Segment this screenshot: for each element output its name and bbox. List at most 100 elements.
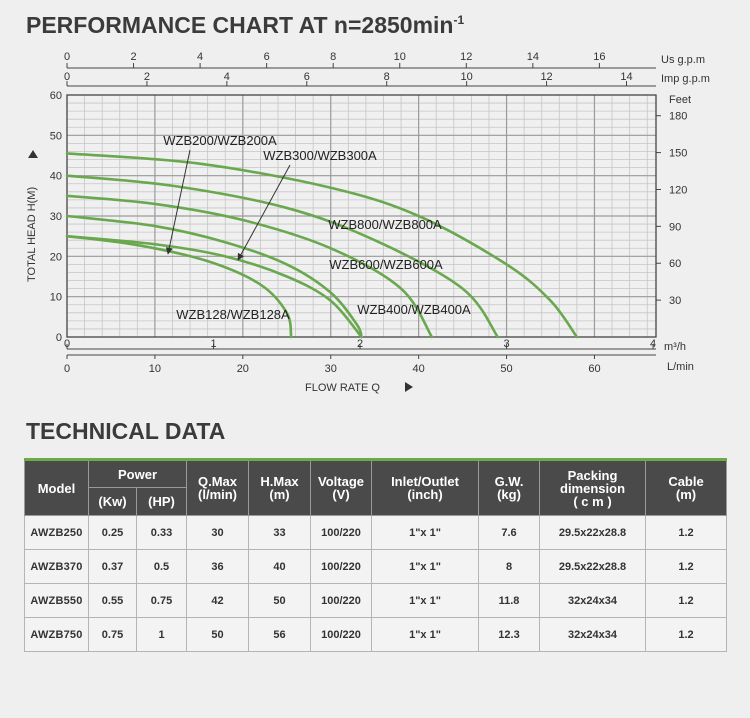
cell-qmax: 50 [186,617,250,652]
cell-packing: 29.5x22x28.8 [539,549,647,584]
cell-gw: 12.3 [478,617,541,652]
table-row: AWZB370 0.37 0.5 36 40 100/220 1"x 1" 8 29.5x22x… [24,549,728,584]
cell-qmax: 42 [186,583,250,618]
header-hp: (HP) [135,487,188,516]
cell-hp: 0.33 [135,515,188,550]
cell-hmax: 33 [248,515,312,550]
y-tick-label: 40 [50,171,62,183]
cell-gw: 8 [478,549,541,584]
cell-voltage: 100/220 [310,583,373,618]
m3h-tick-label: 3 [503,338,509,350]
technical-data-title: TECHNICAL DATA [26,418,226,444]
imp-gpm-tick-label: 14 [620,71,632,83]
y-axis-arrow-icon [28,150,38,158]
cell-model: AWZB370 [24,549,89,584]
cell-packing: 32x24x34 [539,617,647,652]
cell-qmax: 36 [186,549,250,584]
header-cable: Cable (m) [645,458,728,516]
header-gw: G.W. (kg) [478,458,541,516]
curve-label: WZB300/WZB300A [263,148,377,163]
feet-tick-label: 180 [669,111,687,123]
cell-hmax: 50 [248,583,312,618]
curve-wzb600-wzb600a [65,174,500,339]
cell-kw: 0.37 [88,549,137,584]
lmin-unit: L/min [667,361,694,373]
lmin-tick-label: 20 [237,363,249,375]
header-power: Power [87,458,188,488]
cell-cable: 1.2 [645,583,728,618]
us-gpm-tick-label: 12 [460,51,472,63]
chart-title-main: PERFORMANCE CHART AT n=2850min [26,12,454,38]
cell-packing: 32x24x34 [539,583,647,618]
us-gpm-tick-label: 4 [197,51,203,63]
y-axis-title: TOTAL HEAD H(M) [26,187,38,282]
curve-wzb800-wzb800a [65,152,579,339]
cell-cable: 1.2 [645,515,728,550]
us-gpm-tick-label: 14 [527,51,539,63]
cell-packing: 29.5x22x28.8 [539,515,647,550]
leader-arrow [165,149,191,255]
curve-label: WZB400/WZB400A [357,302,471,317]
y-tick-label: 0 [56,332,62,344]
header-packing: Packing dimension( c m ) [539,458,647,516]
cell-inlet: 1"x 1" [371,515,480,550]
curve-label: WZB600/WZB600A [329,257,443,272]
lmin-tick-label: 0 [64,363,70,375]
table-row: AWZB750 0.75 1 50 56 100/220 1"x 1" 12.3 32x24x3… [24,617,728,652]
lmin-tick-label: 10 [149,363,161,375]
m3h-tick-label: 2 [357,338,363,350]
curve-wzb200-wzb200a [65,214,363,339]
us-gpm-tick-label: 10 [394,51,406,63]
imp-gpm-tick-label: 4 [224,71,230,83]
cell-hp: 0.75 [135,583,188,618]
m3h-tick-label: 0 [64,338,70,350]
chart-title-superscript: -1 [453,13,465,27]
imp-gpm-tick-label: 12 [540,71,552,83]
curve-wzb400-wzb400a [65,194,434,339]
header-hmax: H.Max (m) [248,458,312,516]
cell-inlet: 1"x 1" [371,583,480,618]
feet-tick-label: 60 [669,258,681,270]
curve-label: WZB128/WZB128A [176,307,290,322]
us-gpm-tick-label: 16 [593,51,605,63]
imp-gpm-tick-label: 8 [384,71,390,83]
m3h-unit: m³/h [664,341,686,353]
cell-kw: 0.75 [88,617,137,652]
m3h-tick-label: 4 [650,338,656,350]
cell-voltage: 100/220 [310,515,373,550]
performance-chart: 0 2 4 6 8 10 12 14 16 Us g.p.m0 2 4 6 8 10 12 14 Imp g.p.… [26,51,710,394]
feet-tick-label: 150 [669,148,687,160]
cell-gw: 7.6 [478,515,541,550]
us-gpm-tick-label: 6 [264,51,270,63]
cell-kw: 0.25 [88,515,137,550]
cell-hmax: 40 [248,549,312,584]
feet-tick-label: 30 [669,295,681,307]
cell-inlet: 1"x 1" [371,549,480,584]
curve-label: WZB200/WZB200A [163,133,277,148]
us-gpm-tick-label: 8 [330,51,336,63]
lmin-tick-label: 40 [413,363,425,375]
y-tick-label: 10 [50,292,62,304]
cell-gw: 11.8 [478,583,541,618]
table-row: AWZB250 0.25 0.33 30 33 100/220 1"x 1" 7.6 29.5x… [24,515,728,550]
technical-data-table: Model Power Q.Max (l/min) H.Max (m) Voltag… [24,458,728,652]
imp-gpm-tick-label: 6 [304,71,310,83]
cell-hmax: 56 [248,617,312,652]
cell-model: AWZB550 [24,583,89,618]
y-tick-label: 60 [50,90,62,102]
curve-wzb300-wzb300a [65,234,363,339]
cell-model: AWZB750 [24,617,89,652]
y-tick-label: 20 [50,251,62,263]
m3h-tick-label: 1 [210,338,216,350]
cell-voltage: 100/220 [310,549,373,584]
x-axis-title: FLOW RATE Q [305,382,380,394]
cell-kw: 0.55 [88,583,137,618]
feet-tick-label: 120 [669,184,687,196]
imp-gpm-unit: Imp g.p.m [661,73,710,85]
lmin-tick-label: 50 [500,363,512,375]
imp-gpm-tick-label: 2 [144,71,150,83]
feet-unit: Feet [669,94,691,106]
leader-arrow [237,164,291,261]
y-tick-label: 30 [50,211,62,223]
cell-cable: 1.2 [645,549,728,584]
